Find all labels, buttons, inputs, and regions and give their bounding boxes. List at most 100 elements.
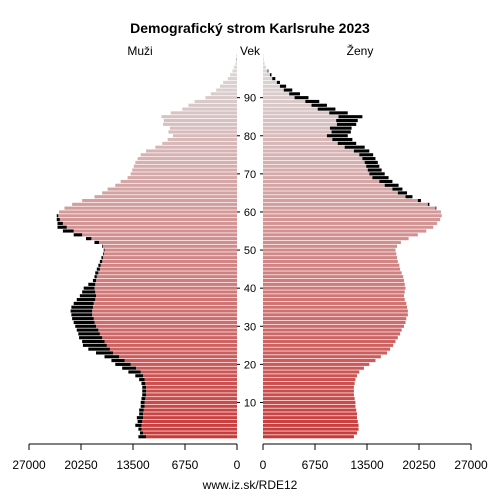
male-excess-bar-age-39 <box>83 286 95 290</box>
age-label-90: 90 <box>244 93 256 105</box>
male-excess-bar-age-16 <box>135 374 144 378</box>
female-bar-age-83 <box>263 118 337 123</box>
male-bar-age-61 <box>72 202 237 206</box>
x-tick-label-right-1: 6750 <box>302 458 329 472</box>
male-bar-age-20 <box>124 358 237 363</box>
female-excess-bar-age-64 <box>397 191 408 195</box>
male-bar-age-97 <box>233 65 237 69</box>
female-bar-age-19 <box>263 362 370 366</box>
female-bar-age-44 <box>263 267 401 271</box>
male-excess-bar-age-52 <box>86 237 92 241</box>
female-bar-age-73 <box>263 157 363 161</box>
male-excess-bar-age-29 <box>75 324 97 328</box>
male-bar-age-82 <box>163 122 237 126</box>
male-excess-bar-age-53 <box>73 233 83 237</box>
female-bar-age-54 <box>263 229 427 233</box>
female-bar-age-96 <box>263 69 268 73</box>
female-bar-age-24 <box>263 343 394 347</box>
male-excess-bar-age-31 <box>72 317 94 321</box>
female-excess-bar-age-94 <box>272 77 276 81</box>
male-bar-age-35 <box>93 301 237 305</box>
female-bar-age-93 <box>263 80 277 84</box>
male-bar-age-95 <box>230 73 237 77</box>
male-bar-age-88 <box>194 99 237 104</box>
male-bar-age-33 <box>92 309 237 313</box>
age-label-10: 10 <box>244 397 256 409</box>
male-bar-age-17 <box>140 370 237 374</box>
female-bar-age-28 <box>263 328 402 332</box>
female-excess-bar-age-63 <box>405 195 413 199</box>
male-bar-age-57 <box>59 218 237 222</box>
male-bar-age-48 <box>103 252 238 256</box>
female-bar-age-87 <box>263 103 312 107</box>
x-tick-label-right-0: 0 <box>260 458 267 472</box>
female-bar-age-6 <box>263 412 357 416</box>
female-excess-bar-age-60 <box>435 206 437 210</box>
female-excess-bar-age-76 <box>344 145 365 149</box>
female-bar-age-21 <box>263 355 381 359</box>
male-bar-age-43 <box>98 271 237 275</box>
female-excess-bar-age-85 <box>329 111 348 115</box>
male-bar-age-42 <box>96 275 237 279</box>
male-bar-age-69 <box>130 172 237 176</box>
age-label-60: 60 <box>244 207 256 219</box>
male-excess-bar-age-19 <box>115 362 131 366</box>
male-bar-age-31 <box>93 317 237 321</box>
female-bar-age-42 <box>263 275 404 279</box>
male-bar-age-21 <box>119 355 237 359</box>
female-bar-age-17 <box>263 370 360 374</box>
female-excess-bar-age-77 <box>337 141 357 145</box>
male-bar-age-28 <box>98 328 237 332</box>
male-bar-age-65 <box>107 187 237 191</box>
male-bar-age-1 <box>143 431 237 435</box>
female-bar-age-75 <box>263 149 354 153</box>
male-bar-age-77 <box>162 141 237 145</box>
male-bar-age-71 <box>133 164 237 168</box>
male-bar-age-79 <box>173 134 237 138</box>
male-excess-bar-age-30 <box>73 320 95 325</box>
male-bar-age-62 <box>82 198 238 203</box>
male-excess-bar-age-1 <box>139 431 144 435</box>
male-bar-age-25 <box>104 339 237 344</box>
male-bar-age-66 <box>115 183 237 187</box>
male-bar-age-26 <box>102 336 238 340</box>
x-tick-label-left-0: 27000 <box>12 458 46 472</box>
x-tick-label-right-3: 20250 <box>402 458 436 472</box>
male-excess-bar-age-35 <box>73 301 94 305</box>
male-excess-bar-age-33 <box>70 309 93 313</box>
female-bar-age-80 <box>263 130 332 134</box>
male-excess-bar-age-55 <box>57 225 67 229</box>
male-excess-bar-age-8 <box>140 404 145 408</box>
male-bar-age-45 <box>100 263 238 267</box>
female-bar-age-92 <box>263 84 280 88</box>
male-bar-age-6 <box>143 412 237 416</box>
male-excess-bar-age-4 <box>137 419 143 424</box>
female-excess-bar-age-82 <box>336 122 357 126</box>
male-excess-bar-age-41 <box>92 278 97 283</box>
male-excess-bar-age-25 <box>82 339 105 344</box>
male-bar-age-34 <box>92 305 238 309</box>
female-excess-bar-age-73 <box>362 157 376 161</box>
male-bar-age-96 <box>232 69 237 73</box>
male-excess-bar-age-58 <box>56 214 59 218</box>
female-bar-age-36 <box>263 298 405 302</box>
female-bar-age-3 <box>263 423 359 427</box>
male-bar-age-16 <box>143 374 237 378</box>
male-bar-age-2 <box>141 427 237 431</box>
female-bar-age-81 <box>263 126 331 130</box>
male-bar-age-85 <box>170 111 237 115</box>
bars-group <box>56 54 442 439</box>
female-bar-age-9 <box>263 400 356 405</box>
male-bar-age-19 <box>130 362 237 366</box>
female-bar-age-27 <box>263 332 401 336</box>
female-bar-age-33 <box>263 309 408 313</box>
male-bar-age-29 <box>96 324 238 328</box>
male-bar-age-67 <box>120 179 237 184</box>
female-bar-age-20 <box>263 358 376 363</box>
male-bar-age-11 <box>146 393 237 397</box>
female-bar-age-34 <box>263 305 408 309</box>
female-bar-age-38 <box>263 290 405 294</box>
female-bar-age-14 <box>263 381 355 385</box>
male-excess-bar-age-57 <box>56 218 60 222</box>
